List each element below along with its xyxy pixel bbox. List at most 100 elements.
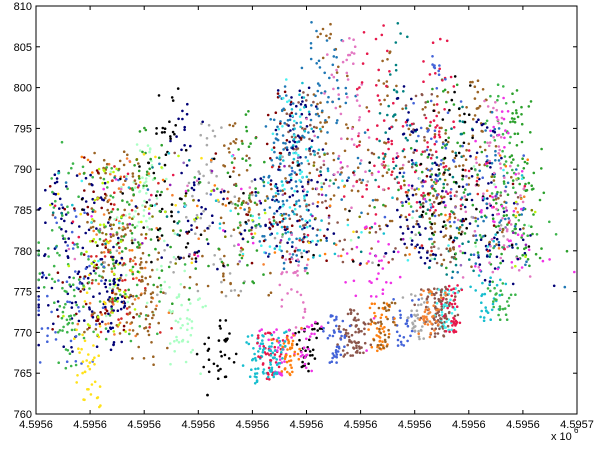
data-point [166, 243, 169, 247]
data-point [355, 145, 359, 148]
data-point [143, 327, 146, 330]
data-point [379, 331, 383, 335]
data-point [438, 201, 442, 205]
data-point [248, 198, 252, 202]
data-point [486, 197, 489, 200]
data-point [475, 183, 479, 186]
data-point [426, 251, 429, 254]
data-point [316, 239, 320, 243]
data-point [145, 305, 148, 309]
data-point [275, 363, 279, 367]
data-point [251, 280, 254, 283]
data-point [245, 129, 249, 133]
data-point [222, 272, 225, 276]
data-point [305, 337, 308, 341]
data-point [116, 208, 120, 211]
data-point [500, 116, 504, 120]
data-point [386, 224, 389, 228]
data-point [65, 280, 69, 284]
data-point [84, 176, 88, 180]
data-point [473, 168, 477, 171]
data-point [150, 228, 153, 231]
data-point [93, 259, 96, 263]
data-point [158, 162, 161, 166]
data-point [254, 224, 257, 228]
data-point [480, 123, 484, 127]
data-point [234, 206, 237, 210]
data-point [529, 234, 532, 237]
data-point [74, 301, 78, 304]
data-point [319, 238, 323, 242]
data-point [429, 156, 433, 160]
data-point [131, 329, 135, 332]
data-point [511, 112, 514, 115]
data-point [231, 124, 235, 128]
data-point [435, 179, 439, 183]
data-point [74, 270, 77, 273]
data-point [565, 249, 569, 253]
data-point [81, 165, 85, 169]
data-point [111, 289, 114, 293]
data-point [269, 349, 273, 353]
data-point [374, 230, 378, 234]
data-point [434, 209, 437, 212]
data-point [159, 193, 162, 197]
data-point [291, 370, 294, 374]
data-point [403, 183, 406, 187]
data-point [80, 155, 84, 159]
data-point [66, 187, 69, 191]
data-point [256, 191, 260, 194]
data-point [199, 233, 203, 236]
data-point [474, 139, 477, 143]
data-point [164, 153, 168, 156]
data-point [419, 203, 423, 206]
data-point [185, 112, 189, 116]
data-point [388, 50, 392, 53]
data-point [82, 284, 85, 287]
data-point [296, 248, 300, 252]
data-point [453, 216, 457, 220]
data-point [291, 169, 294, 173]
data-point [314, 105, 318, 108]
data-point [418, 246, 422, 250]
data-point [96, 171, 100, 174]
data-point [135, 143, 139, 146]
data-point [119, 187, 123, 191]
data-point [335, 315, 338, 319]
data-point [336, 343, 339, 346]
data-point [472, 117, 475, 121]
data-point [251, 219, 254, 222]
data-point [414, 193, 418, 196]
data-point [118, 246, 121, 250]
data-point [165, 177, 168, 181]
data-point [313, 327, 316, 331]
data-point [112, 285, 115, 289]
data-point [302, 233, 306, 236]
data-point [516, 115, 520, 119]
data-point [504, 164, 508, 168]
data-point [296, 269, 299, 273]
data-point [449, 298, 452, 302]
data-point [429, 226, 433, 229]
data-point [312, 130, 315, 133]
data-point [128, 249, 131, 252]
data-point [377, 335, 381, 338]
data-point [206, 393, 209, 397]
data-point [237, 173, 241, 177]
data-point [280, 351, 283, 354]
data-point [131, 217, 134, 220]
data-point [508, 219, 512, 222]
data-point [84, 231, 87, 235]
data-point [305, 99, 308, 102]
data-point [522, 167, 526, 170]
data-point [433, 287, 436, 291]
data-point [269, 354, 273, 357]
data-point [432, 180, 436, 184]
data-point [391, 170, 394, 174]
data-point [262, 345, 266, 348]
data-point [282, 212, 286, 216]
data-point [262, 184, 266, 188]
data-point [414, 233, 418, 236]
data-point [499, 166, 503, 170]
